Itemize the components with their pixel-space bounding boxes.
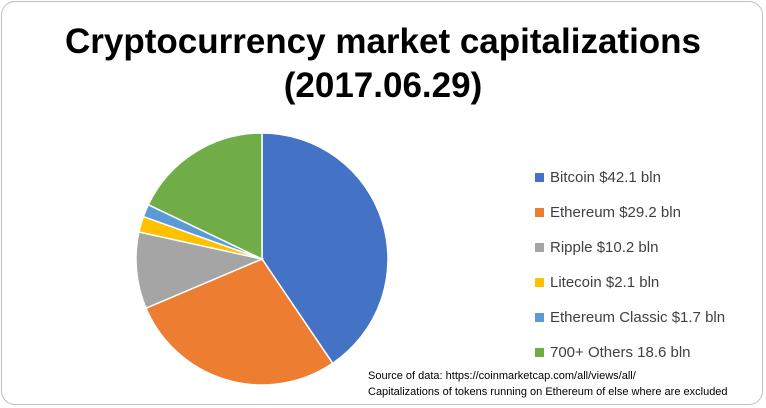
pie-slice-ripple (135, 231, 265, 310)
source-note: Source of data: https://coinmarketcap.co… (368, 368, 728, 400)
pie-slice-ethereum (144, 258, 334, 386)
legend-item: Litecoin $2.1 bln (535, 265, 725, 300)
legend-swatch (535, 243, 544, 252)
legend: Bitcoin $42.1 bln Ethereum $29.2 bln Rippl… (535, 160, 725, 370)
legend-swatch (535, 348, 544, 357)
legend-label: Ripple $10.2 bln (550, 239, 659, 256)
chart-title: Cryptocurrency market capitalizations (2… (0, 20, 766, 108)
pie-slice-700-others (147, 132, 263, 261)
legend-item: Ethereum Classic $1.7 bln (535, 300, 725, 335)
legend-label: Ethereum $29.2 bln (550, 204, 681, 221)
legend-swatch (535, 208, 544, 217)
legend-label: Bitcoin $42.1 bln (550, 169, 661, 186)
legend-label: Litecoin $2.1 bln (550, 274, 660, 291)
chart-title-line-1: Cryptocurrency market capitalizations (64, 22, 702, 61)
legend-item: 700+ Others 18.6 bln (535, 335, 725, 370)
legend-swatch (535, 313, 544, 322)
source-note-line-2: Capitalizations of tokens running on Eth… (368, 386, 728, 398)
legend-label: 700+ Others 18.6 bln (550, 344, 691, 361)
legend-swatch (535, 173, 544, 182)
legend-item: Ethereum $29.2 bln (535, 195, 725, 230)
legend-swatch (535, 278, 544, 287)
source-note-line-1: Source of data: https://coinmarketcap.co… (368, 370, 636, 382)
pie-slice-bitcoin (261, 132, 389, 365)
legend-label: Ethereum Classic $1.7 bln (550, 309, 726, 326)
chart-title-line-2: (2017.06.29) (283, 66, 483, 105)
legend-item: Bitcoin $42.1 bln (535, 160, 725, 195)
legend-item: Ripple $10.2 bln (535, 230, 725, 265)
